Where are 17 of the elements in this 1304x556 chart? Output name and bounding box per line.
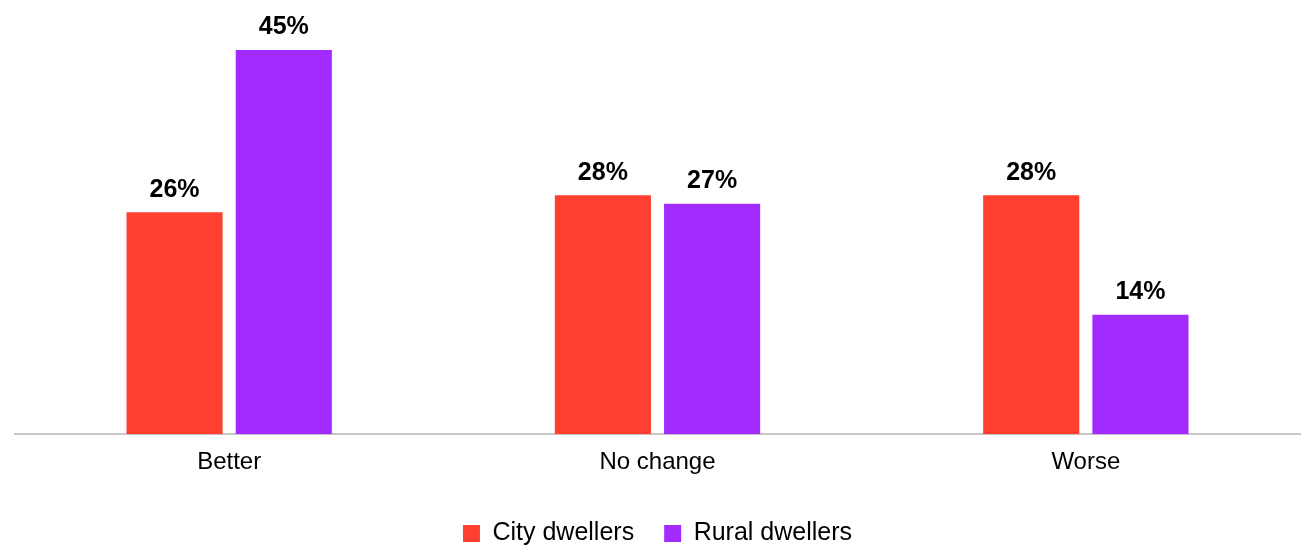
bar [1092,314,1189,435]
bar [126,212,223,435]
data-label: 28% [1006,156,1057,185]
legend-label: City dwellers [492,517,635,546]
bar [664,203,761,435]
x-tick-label: Better [197,447,262,475]
data-label: 26% [149,173,200,202]
data-label: 27% [687,165,738,194]
x-tick-label: No change [599,447,716,475]
data-label: 45% [258,11,309,40]
bar [983,195,1080,435]
bar [235,50,332,435]
data-label: 14% [1115,276,1166,305]
bar [554,195,651,435]
legend-label: Rural dwellers [693,517,853,546]
x-tick-label: Worse [1051,447,1121,475]
data-label: 28% [577,156,628,185]
